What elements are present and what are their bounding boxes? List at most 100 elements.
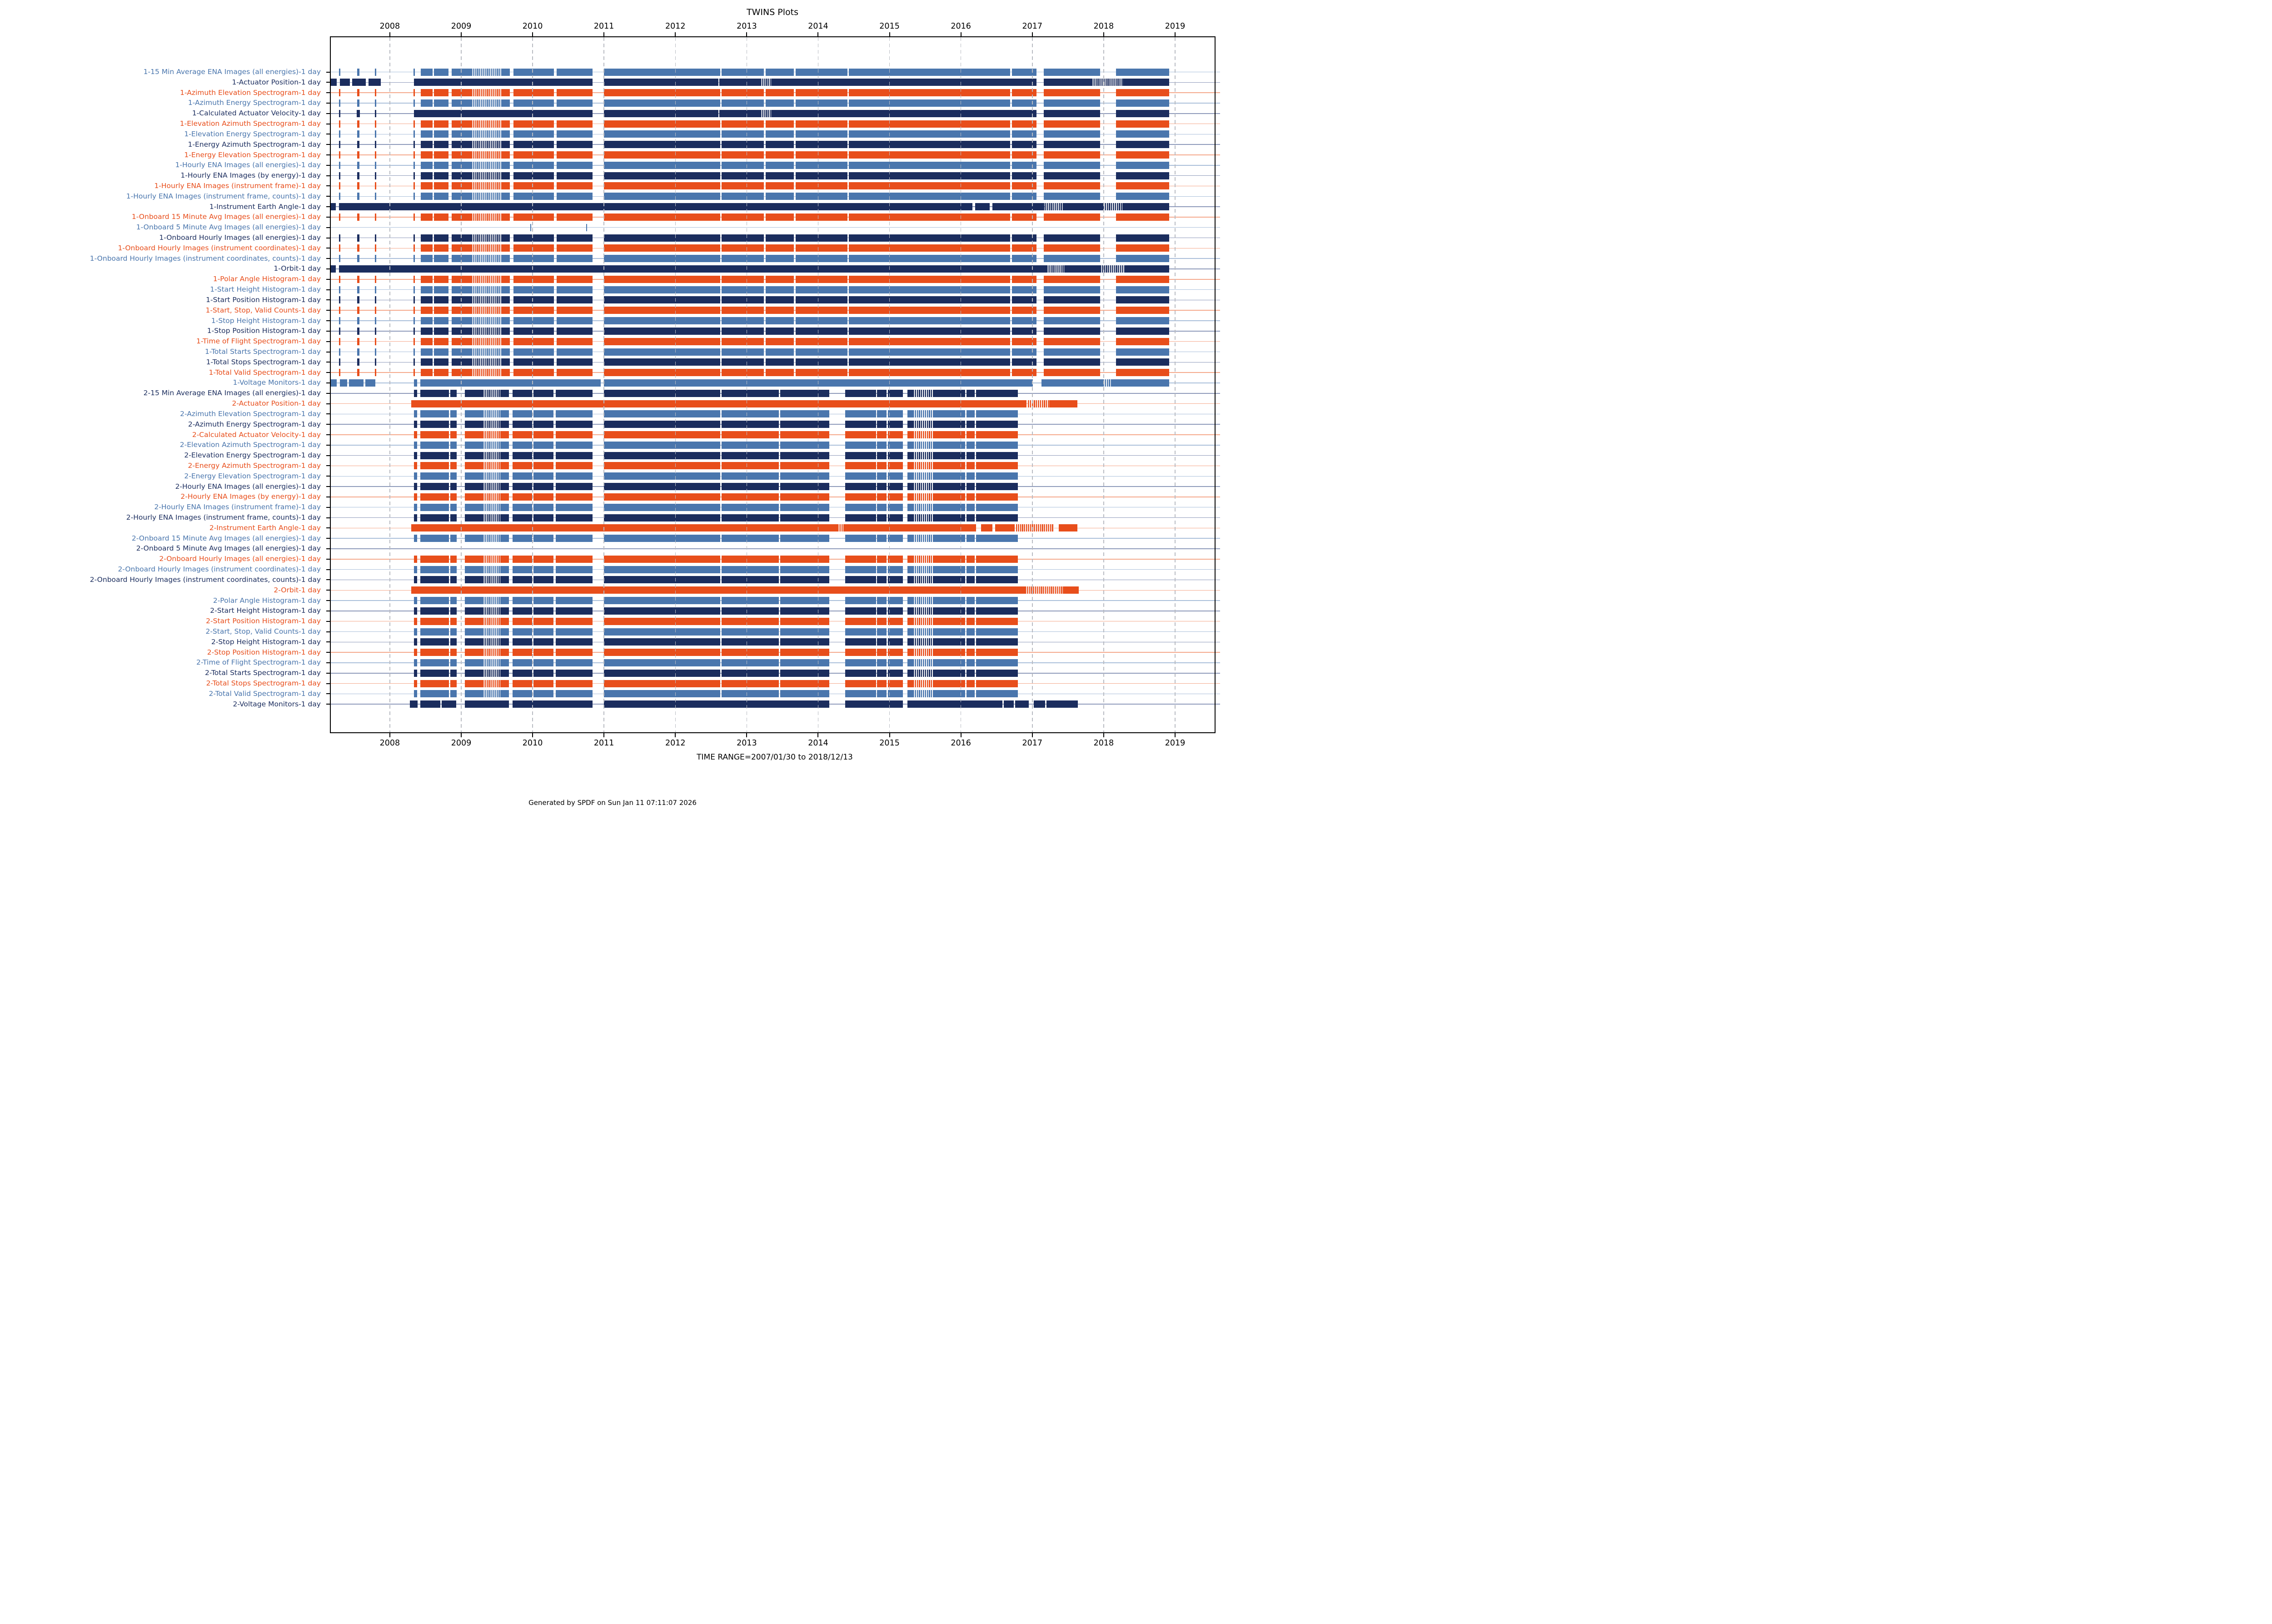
x-tick-label-top: 2011	[593, 22, 614, 31]
availability-bar	[765, 172, 794, 179]
availability-bar	[765, 358, 794, 366]
availability-bar	[464, 431, 483, 439]
availability-bar	[339, 79, 350, 86]
availability-bar	[1043, 68, 1101, 76]
availability-bar	[421, 286, 433, 293]
availability-bar	[357, 182, 360, 190]
availability-bar	[845, 607, 876, 615]
availability-bar	[464, 690, 483, 698]
availability-bar	[556, 255, 593, 263]
availability-bar	[849, 317, 1011, 325]
availability-bar-sparse	[471, 193, 501, 200]
availability-bar-sparse	[913, 483, 934, 491]
availability-bar	[907, 597, 913, 605]
availability-bar	[795, 317, 847, 325]
availability-bar	[357, 89, 360, 97]
availability-bar-sparse	[471, 327, 501, 335]
availability-bar	[722, 327, 764, 335]
availability-bar	[604, 690, 721, 698]
availability-bar	[414, 431, 418, 439]
availability-bar	[967, 493, 975, 501]
row-label: 1-Azimuth Energy Spectrogram-1 day	[188, 99, 321, 107]
availability-bar	[1116, 120, 1170, 128]
availability-bar	[357, 358, 360, 366]
availability-bar	[421, 172, 433, 179]
availability-bar-sparse	[913, 617, 934, 625]
availability-bar	[464, 700, 509, 708]
availability-bar-sparse	[483, 493, 501, 501]
availability-bar	[604, 607, 721, 615]
row-label: 1-Actuator Position-1 day	[232, 78, 321, 86]
y-tick	[326, 341, 331, 342]
availability-bar	[604, 389, 721, 397]
x-tick-label-bottom: 2017	[1022, 739, 1043, 748]
availability-bar	[722, 452, 779, 459]
availability-bar-sparse	[483, 421, 501, 428]
availability-bar	[374, 307, 376, 314]
availability-bar	[1043, 172, 1101, 179]
availability-bar	[795, 68, 847, 76]
availability-bar	[722, 493, 779, 501]
y-tick	[326, 507, 331, 508]
availability-bar	[1125, 265, 1170, 273]
availability-bar	[967, 441, 975, 449]
availability-bar	[421, 213, 433, 221]
availability-bar	[967, 389, 975, 397]
availability-bar	[780, 472, 829, 480]
row-label: 1-Start Height Histogram-1 day	[210, 285, 321, 294]
availability-bar	[513, 555, 532, 563]
x-tick-top	[1103, 32, 1104, 37]
availability-bar	[722, 690, 779, 698]
availability-bar	[330, 203, 336, 211]
availability-bar	[374, 130, 376, 138]
availability-bar	[357, 68, 360, 76]
availability-bar	[533, 566, 553, 573]
availability-bar	[722, 369, 764, 377]
availability-bar	[604, 358, 721, 366]
availability-bar	[421, 151, 433, 159]
availability-bar	[556, 172, 593, 179]
row-label: 2-Hourly ENA Images (instrument frame, c…	[126, 513, 321, 522]
availability-bar	[556, 234, 593, 242]
availability-bar	[604, 338, 721, 345]
availability-bar	[1116, 327, 1170, 335]
availability-bar	[421, 130, 433, 138]
availability-bar	[357, 307, 360, 314]
availability-bar	[722, 338, 764, 345]
availability-bar	[374, 109, 376, 117]
availability-bar	[722, 151, 764, 159]
availability-bar	[845, 566, 876, 573]
x-tick-label-top: 2010	[522, 22, 543, 31]
availability-bar	[533, 617, 553, 625]
availability-bar	[967, 597, 975, 605]
x-tick-label-top: 2018	[1093, 22, 1114, 31]
availability-bar	[722, 120, 764, 128]
availability-bar	[374, 182, 376, 190]
y-tick	[326, 372, 331, 373]
availability-bar	[849, 120, 1011, 128]
availability-bar	[414, 535, 418, 542]
y-tick	[326, 413, 331, 415]
availability-bar	[357, 317, 360, 325]
availability-bar	[933, 597, 966, 605]
availability-bar	[933, 659, 966, 666]
availability-bar-sparse	[471, 161, 501, 169]
availability-bar	[1033, 700, 1046, 708]
availability-bar	[722, 514, 779, 521]
availability-bar	[556, 690, 593, 698]
availability-bar	[1116, 99, 1170, 107]
availability-bar	[450, 690, 457, 698]
availability-bar	[933, 431, 966, 439]
availability-bar	[1116, 296, 1170, 304]
availability-bar	[330, 265, 336, 273]
availability-bar	[976, 638, 1018, 646]
y-tick	[326, 424, 331, 425]
availability-bar	[421, 317, 433, 325]
x-tick-label-top: 2015	[879, 22, 900, 31]
availability-bar	[795, 193, 847, 200]
availability-bar	[877, 555, 887, 563]
availability-bar	[765, 338, 794, 345]
availability-bar	[1116, 151, 1170, 159]
availability-bar	[556, 680, 593, 687]
availability-bar	[722, 193, 764, 200]
